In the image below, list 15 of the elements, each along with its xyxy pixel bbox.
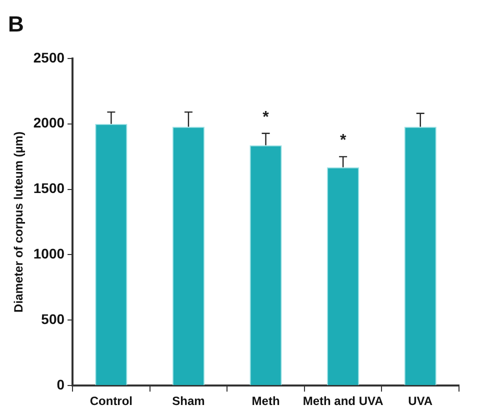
x-tick-label: UVA — [408, 394, 433, 408]
x-tick-label: Sham — [172, 394, 205, 408]
y-tick-label: 500 — [41, 311, 65, 328]
x-tick-label: Control — [90, 394, 133, 408]
y-axis-title: Diameter of corpus luteum (µm) — [12, 132, 26, 312]
annotation: * — [262, 108, 270, 126]
y-tick-label: 1000 — [33, 246, 65, 262]
y-tick-label: 2000 — [33, 114, 65, 131]
y-tick-label: 0 — [56, 376, 65, 392]
y-tick-label: 1500 — [33, 180, 65, 196]
annotation: * — [340, 132, 347, 150]
x-tick-label: Meth — [252, 394, 280, 408]
y-tick-label: 2500 — [33, 49, 65, 66]
chart-title: B — [8, 11, 24, 36]
x-tick-label: Meth and UVA — [302, 394, 384, 408]
